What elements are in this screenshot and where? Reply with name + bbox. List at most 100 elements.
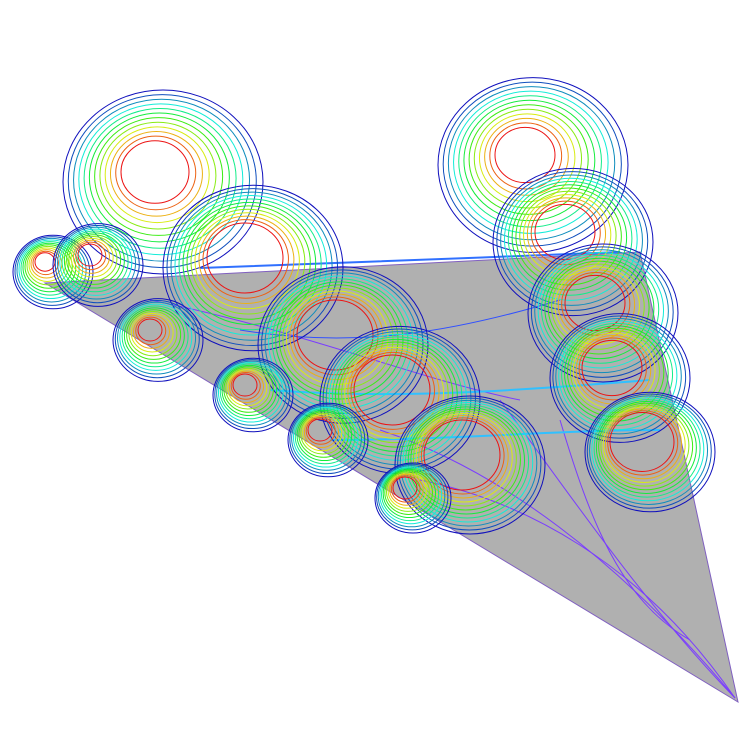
contour-ring — [600, 404, 690, 487]
contour-ring — [338, 341, 454, 448]
contour-ring — [292, 296, 379, 376]
contour-ring — [219, 363, 281, 420]
contour-ring — [484, 117, 569, 196]
contour-ring — [26, 245, 70, 286]
contour-ring — [307, 418, 333, 442]
contour-ring — [296, 299, 374, 371]
contour-ring — [569, 330, 660, 414]
contour-ring — [94, 117, 224, 236]
contour-ring — [70, 237, 114, 278]
contour-ring — [526, 197, 607, 271]
vortex-contours — [12, 77, 716, 535]
contour-ring — [228, 370, 265, 404]
contour-ring — [374, 462, 452, 534]
contour-ring — [389, 473, 424, 506]
contour-ring — [174, 195, 328, 336]
contour-ring — [132, 314, 170, 349]
contour-ring — [392, 476, 418, 500]
contour-ring — [162, 184, 344, 352]
contour-ring — [72, 239, 110, 274]
contour-ring — [399, 399, 538, 527]
contour-ring — [473, 108, 583, 209]
contour-ring — [289, 404, 366, 475]
contour-ring — [128, 311, 178, 357]
contour-ring — [305, 417, 336, 445]
contour-ring — [554, 266, 640, 346]
contour-ring — [130, 312, 174, 353]
contour-ring — [561, 322, 674, 426]
contour-ring — [77, 243, 103, 267]
contour-ring — [549, 313, 691, 443]
contour-ring — [57, 226, 137, 300]
contour-ring — [18, 239, 84, 300]
contour-ring — [593, 399, 701, 498]
streak — [269, 379, 651, 396]
contour-ring — [232, 373, 258, 397]
contour-ring — [212, 357, 294, 433]
contour-ring — [410, 408, 521, 511]
contour-ring — [463, 99, 596, 222]
contour-ring — [83, 107, 237, 249]
contour-ring — [347, 349, 440, 435]
contour-ring — [581, 339, 643, 397]
contour-ring — [468, 104, 589, 215]
contour-ring — [530, 200, 601, 266]
contour-ring — [115, 135, 197, 211]
contour-ring — [382, 468, 437, 519]
contour-ring — [291, 405, 362, 471]
contour-ring — [298, 411, 349, 458]
contour-ring — [530, 246, 674, 378]
contour-ring — [271, 278, 409, 405]
contour-ring — [423, 419, 501, 491]
contour-ring — [24, 244, 73, 289]
contour-ring — [227, 369, 268, 407]
contour-ring — [137, 318, 163, 342]
contour-ring — [99, 121, 217, 230]
contour-ring — [289, 293, 384, 381]
contour-ring — [547, 260, 650, 355]
contour-ring — [119, 303, 193, 371]
contour-ring — [109, 130, 203, 217]
contour-ring — [544, 257, 655, 360]
contour-ring — [182, 201, 317, 326]
contour-ring — [598, 402, 694, 491]
contour-ring — [534, 249, 669, 374]
contour-ring — [135, 316, 167, 346]
contour-ring — [350, 351, 436, 430]
contour-ring — [296, 409, 353, 462]
contour-ring — [112, 298, 204, 382]
contour-ring — [22, 242, 77, 293]
contour-ring — [206, 222, 284, 294]
contour-ring — [126, 309, 182, 360]
contour-ring — [584, 391, 716, 513]
contour-ring — [221, 364, 278, 417]
contour-ring — [442, 81, 622, 247]
contour-ring — [385, 471, 430, 512]
contour-ring — [527, 243, 679, 383]
contour-ring — [66, 234, 122, 285]
contour-ring — [555, 317, 682, 435]
contour-ring — [282, 287, 394, 390]
contour-ring — [186, 205, 311, 320]
contour-ring — [302, 414, 343, 452]
contour-ring — [54, 224, 140, 304]
contour-ring — [353, 354, 431, 426]
contour-ring — [492, 167, 654, 317]
contour-ring — [275, 281, 404, 400]
contour-ring — [214, 359, 291, 430]
contour-ring — [78, 103, 244, 256]
contour-ring — [405, 404, 530, 519]
contour-ring — [73, 98, 251, 262]
contour-ring — [377, 465, 446, 528]
contour-ring — [104, 126, 210, 224]
contour-ring — [292, 406, 359, 468]
contour-ring — [566, 327, 665, 418]
contour-ring — [415, 412, 513, 503]
contour-ring — [61, 230, 129, 293]
contour-ring — [609, 412, 675, 472]
contour-ring — [394, 395, 546, 535]
contour-ring — [216, 360, 287, 426]
contour-ring — [198, 215, 295, 304]
